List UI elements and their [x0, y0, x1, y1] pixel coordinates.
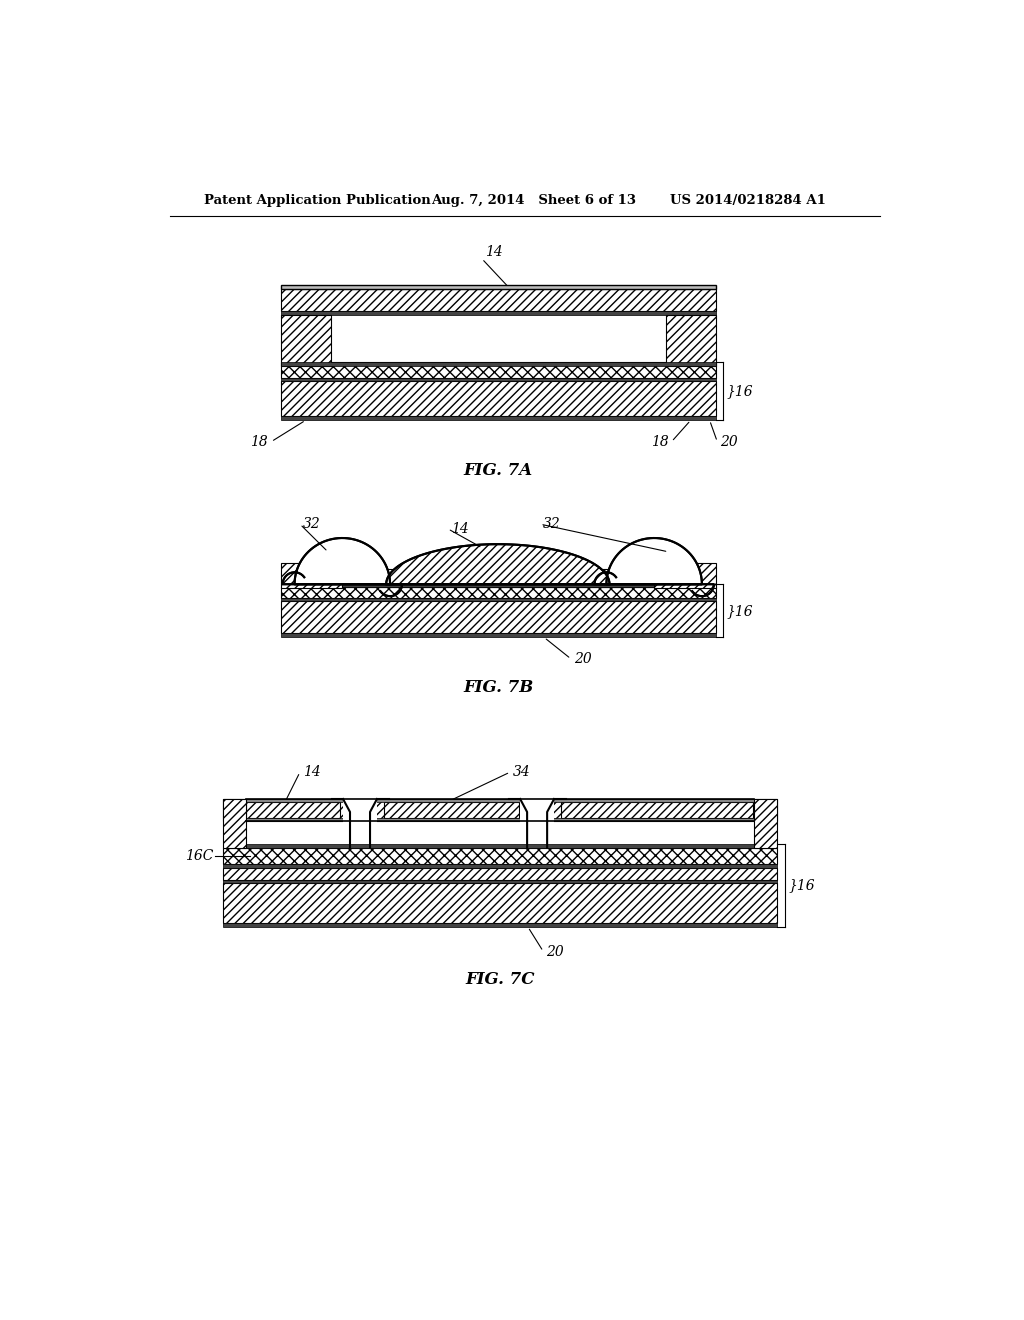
Text: Aug. 7, 2014   Sheet 6 of 13: Aug. 7, 2014 Sheet 6 of 13	[431, 194, 636, 207]
Bar	[281, 598, 716, 601]
Text: 16C: 16C	[185, 849, 214, 863]
Bar	[281, 312, 716, 314]
Bar	[281, 363, 716, 366]
Bar	[223, 880, 777, 883]
Polygon shape	[606, 539, 701, 585]
Text: 14: 14	[485, 246, 503, 259]
Bar	[343, 799, 377, 836]
Text: }16: }16	[727, 384, 754, 399]
Bar	[223, 817, 777, 821]
Bar	[342, 569, 654, 586]
Text: Patent Application Publication: Patent Application Publication	[204, 194, 430, 207]
Bar	[281, 416, 716, 420]
Polygon shape	[295, 539, 390, 585]
Bar	[223, 799, 777, 821]
Bar	[281, 378, 716, 381]
Bar	[281, 285, 716, 289]
Bar	[223, 847, 777, 865]
Text: US 2014/0218284 A1: US 2014/0218284 A1	[670, 194, 825, 207]
Bar	[384, 803, 518, 817]
Text: 34: 34	[513, 766, 531, 779]
Bar	[281, 601, 716, 634]
Text: 20: 20	[547, 945, 564, 958]
Text: 18: 18	[250, 434, 268, 449]
Bar	[281, 587, 716, 598]
Bar	[281, 634, 716, 638]
Bar	[755, 799, 777, 847]
Bar	[223, 865, 777, 867]
Text: 32: 32	[544, 517, 561, 531]
Text: 20: 20	[574, 652, 592, 665]
Bar	[281, 363, 716, 378]
Bar	[223, 843, 777, 847]
Text: FIG. 7B: FIG. 7B	[463, 678, 534, 696]
Bar	[223, 799, 777, 803]
Bar	[281, 381, 716, 416]
Bar	[281, 585, 716, 587]
Bar	[281, 562, 342, 589]
Bar	[223, 867, 777, 880]
Bar	[223, 923, 777, 927]
Text: 32: 32	[303, 517, 321, 531]
Bar	[281, 289, 716, 312]
Text: FIG. 7C: FIG. 7C	[466, 970, 535, 987]
Bar	[666, 314, 716, 366]
Text: }16: }16	[788, 878, 815, 892]
Text: 14: 14	[451, 521, 469, 536]
Bar	[561, 803, 753, 817]
Bar	[246, 803, 340, 817]
Text: 20: 20	[720, 434, 738, 449]
Bar	[223, 799, 246, 847]
Bar	[281, 314, 331, 366]
Bar	[520, 799, 554, 836]
Text: 14: 14	[303, 766, 321, 779]
Bar	[223, 883, 777, 923]
Text: }16: }16	[727, 603, 754, 618]
Polygon shape	[386, 544, 609, 585]
Text: 18: 18	[650, 434, 669, 449]
Bar	[654, 562, 716, 589]
Text: FIG. 7A: FIG. 7A	[464, 462, 532, 479]
